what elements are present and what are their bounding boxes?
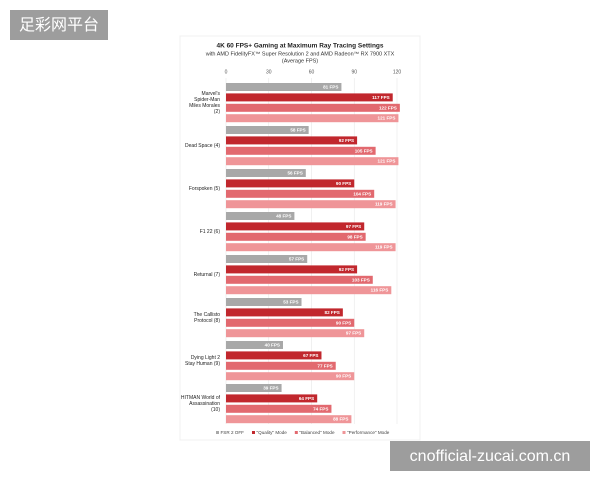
value-label: 97 FPS [346,224,361,229]
bar [226,286,392,295]
watermark-box [10,10,108,40]
bar [226,114,399,123]
bar [226,157,399,166]
value-label: 105 FPS [355,148,373,153]
chart-title: 4K 60 FPS+ Gaming at Maximum Ray Tracing… [216,43,383,50]
y-tick-label: HITMAN World of Assassination (10) [181,395,221,413]
bar [226,255,308,263]
legend-swatch [216,431,219,434]
y-tick-label: Forspoken (5) [189,186,220,192]
value-label: 74 FPS [313,406,328,411]
value-label: 67 FPS [303,353,318,358]
value-label: 88 FPS [333,417,348,422]
legend-swatch [251,431,255,434]
y-tick-label: Dead Space (4) [185,143,220,149]
value-label: 98 FPS [347,234,362,239]
value-label: 116 FPS [371,288,389,293]
legend-label: "Performance" Mode [347,430,390,435]
bar [226,351,322,360]
bar [226,275,373,284]
value-label: 56 FPS [287,171,302,176]
value-label: 92 FPS [339,267,354,272]
legend-label: "Balanced" Mode [299,430,335,435]
value-label: 64 FPS [299,396,314,401]
bar [226,232,366,241]
bar [226,212,295,220]
bar [226,372,355,381]
x-tick-label: 30 [266,69,272,75]
value-label: 39 FPS [263,386,278,391]
y-tick-label: Returnal (7) [194,272,221,278]
value-label: 122 FPS [379,105,397,110]
value-label: 90 FPS [336,374,351,379]
bar [226,103,400,112]
bar [226,308,343,317]
bar [226,415,352,424]
bar [226,169,306,177]
chart-subtitle: with AMD FidelityFX™ Super Resolution 2 … [205,51,395,57]
value-label: 117 FPS [372,95,390,100]
bar [226,298,302,306]
legend-swatch [294,431,298,434]
y-tick-label: The Callisto Protocol (8) [194,312,221,324]
watermark: 足彩网平台 [19,16,99,34]
value-label: 104 FPS [353,191,371,196]
value-label: 121 FPS [378,116,396,121]
value-label: 97 FPS [346,331,361,336]
y-tick-label: Marvel's Spider-Man Miles Morales (2) [189,91,220,115]
bar [226,179,355,188]
value-label: 90 FPS [336,181,351,186]
legend-label: FSR 2 OFF [221,430,245,435]
value-label: 81 FPS [323,85,338,90]
y-tick-label: Dying Light 2 Stay Human (9) [185,355,220,367]
bar [226,200,396,209]
bar [226,361,336,370]
value-label: 119 FPS [375,245,393,250]
value-label: 92 FPS [339,138,354,143]
bar [226,243,396,252]
value-label: 77 FPS [317,363,332,368]
value-label: 90 FPS [336,320,351,325]
bar [226,136,358,145]
bar [226,189,375,198]
bar [226,222,365,231]
bar [226,126,309,134]
bar [226,265,358,274]
bar [226,341,283,349]
legend-label: "Quality" Mode [256,430,287,435]
bar [226,146,376,155]
value-label: 119 FPS [375,202,393,207]
value-label: 48 FPS [276,214,291,219]
bar [226,329,365,338]
x-tick-label: 120 [393,69,402,75]
chart-subtitle: (Average FPS) [282,58,318,64]
bar [226,404,332,413]
x-tick-label: 0 [225,69,228,75]
value-label: 58 FPS [290,128,305,133]
bar [226,318,355,327]
value-label: 82 FPS [325,310,340,315]
watermark-box [390,441,590,471]
bar [226,394,318,403]
bar [226,93,393,102]
x-tick-label: 60 [309,69,315,75]
plot: 0 30 60 90 120 Marvel's Spider-Man Miles Morale… [181,69,401,435]
y-tick-label: F1 22 (6) [200,229,221,235]
x-tick-label: 90 [351,69,357,75]
value-label: 121 FPS [378,159,396,164]
legend-swatch [342,431,346,434]
value-label: 103 FPS [352,277,370,282]
value-label: 40 FPS [265,343,280,348]
bar [226,384,282,392]
value-label: 57 FPS [289,257,304,262]
value-label: 53 FPS [283,300,298,305]
watermark: cnofficial-zucai.com.cn [410,448,571,465]
bar [226,83,342,91]
